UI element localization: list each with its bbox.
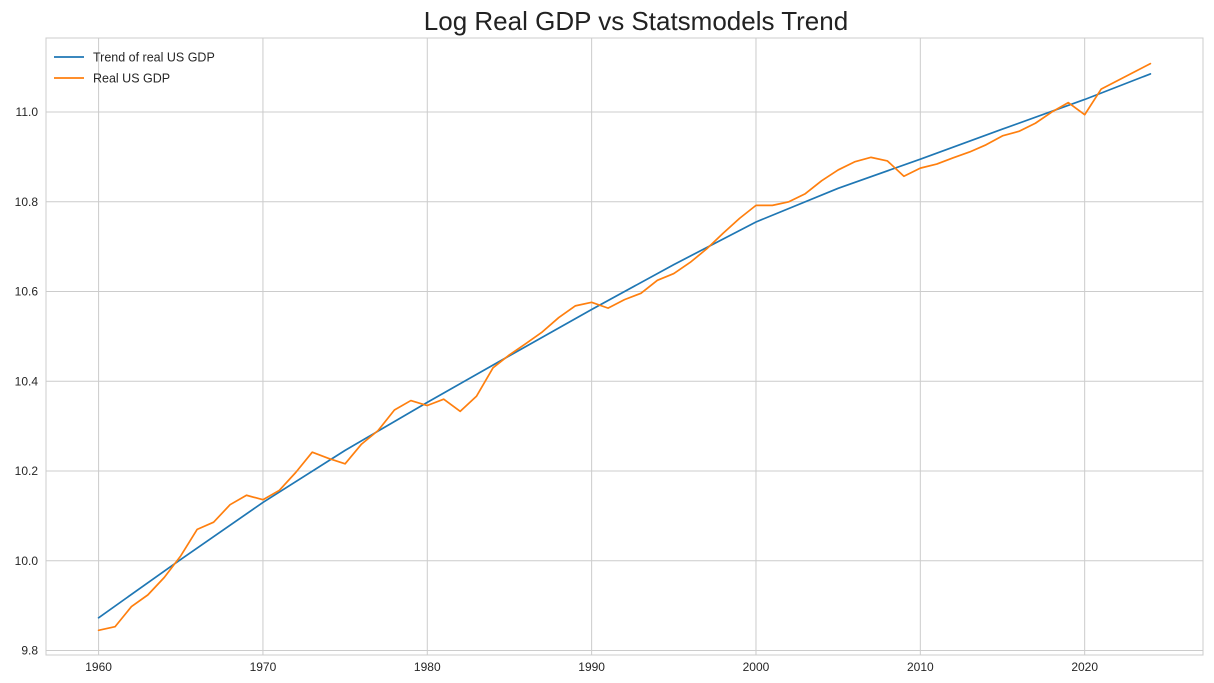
x-tick-label: 2000 (743, 660, 770, 674)
series-line-trend (97, 73, 1152, 619)
tick-labels: 1960 1970 1980 1990 2000 2010 2020 9.8 10.0 10.2 1… (15, 105, 1099, 674)
grid-layer (46, 38, 1203, 655)
x-tick-label: 2010 (907, 660, 934, 674)
legend-label: Trend of real US GDP (93, 51, 215, 65)
x-tick-label: 1990 (578, 660, 605, 674)
series-layer (97, 62, 1152, 632)
legend: Trend of real US GDP Real US GDP (54, 51, 215, 86)
y-tick-label: 10.4 (15, 374, 39, 388)
plot-frame (45, 37, 1204, 656)
y-tick-label: 10.6 (15, 285, 39, 299)
x-tick-label: 2020 (1071, 660, 1098, 674)
series-line-real-gdp (97, 62, 1152, 632)
chart-title: Log Real GDP vs Statsmodels Trend (424, 6, 848, 36)
x-tick-label: 1970 (250, 660, 277, 674)
y-tick-label: 9.8 (21, 644, 38, 658)
y-tick-label: 11.0 (16, 105, 39, 119)
legend-label: Real US GDP (93, 72, 170, 86)
x-tick-label: 1960 (85, 660, 112, 674)
y-tick-label: 10.8 (15, 195, 39, 209)
y-tick-label: 10.2 (15, 464, 39, 478)
x-tick-label: 1980 (414, 660, 441, 674)
y-tick-label: 10.0 (15, 554, 39, 568)
